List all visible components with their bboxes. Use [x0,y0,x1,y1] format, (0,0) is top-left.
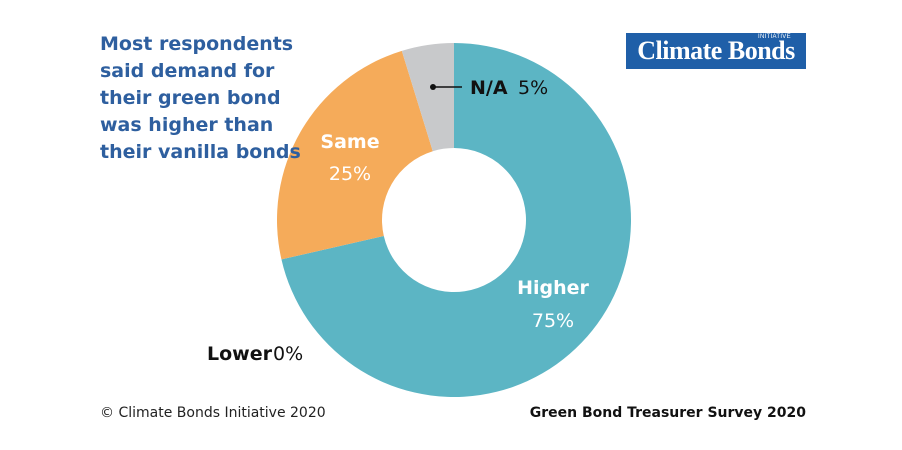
value-na: 5% [518,77,548,99]
label-lower: Lower [207,343,273,365]
logo-text: Climate Bonds [637,36,795,65]
copyright-text: © Climate Bonds Initiative 2020 [100,405,326,421]
climate-bonds-logo: INITIATIVE Climate Bonds [626,33,806,69]
slice-same [277,50,433,260]
slice-na [401,43,454,152]
value-same: 25% [329,163,371,185]
label-same: Same [320,131,379,153]
survey-title: Green Bond Treasurer Survey 2020 [529,405,806,421]
label-na: N/A [470,77,508,99]
slice-higher [281,43,631,397]
value-lower: 0% [273,343,303,365]
chart-headline: Most respondents said demand for their g… [100,33,301,163]
logo-subtext: INITIATIVE [758,34,791,40]
value-higher: 75% [532,310,574,332]
label-higher: Higher [517,277,589,299]
